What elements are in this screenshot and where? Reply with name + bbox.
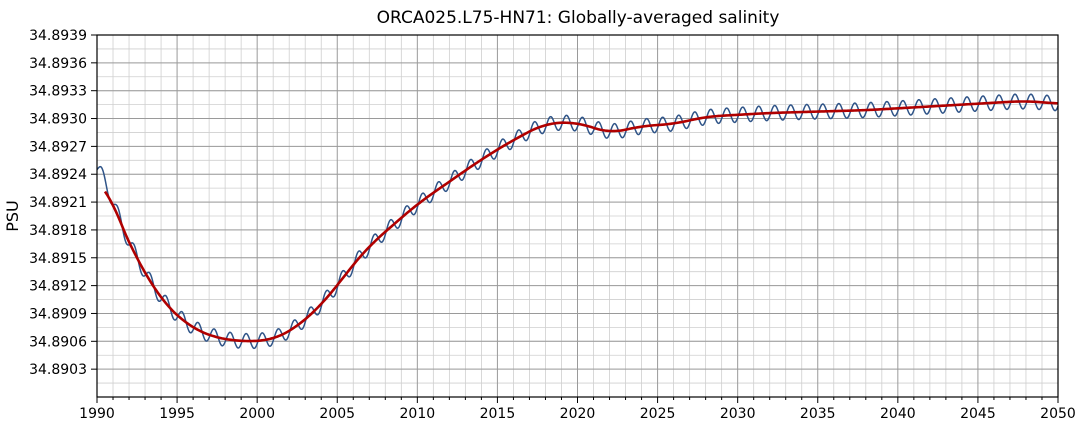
- y-tick-label: 34.8921: [29, 195, 87, 211]
- x-tick-label: 2035: [800, 406, 836, 422]
- y-axis-label: PSU: [3, 200, 22, 232]
- x-tick-label: 2045: [960, 406, 996, 422]
- y-tick-label: 34.8906: [29, 334, 87, 350]
- x-tick-label: 2020: [560, 406, 596, 422]
- series-group: [96, 93, 1059, 350]
- x-tick-label: 2015: [480, 406, 516, 422]
- y-tick-label: 34.8915: [29, 251, 87, 267]
- x-tick-label: 2040: [880, 406, 916, 422]
- x-tick-label: 2000: [239, 406, 275, 422]
- x-tick-label: 1990: [79, 406, 115, 422]
- x-tick-label: 2050: [1040, 406, 1076, 422]
- x-tick-label: 2030: [720, 406, 756, 422]
- x-tick-label: 2005: [319, 406, 355, 422]
- y-tick-label: 34.8924: [29, 167, 87, 183]
- x-tick-label: 1995: [159, 406, 195, 422]
- y-tick-label: 34.8909: [29, 306, 87, 322]
- y-tick-label: 34.8918: [29, 223, 87, 239]
- y-tick-label: 34.8933: [29, 84, 87, 100]
- chart-title: ORCA025.L75-HN71: Globally-averaged sali…: [377, 8, 780, 28]
- y-tick-label: 34.8930: [29, 112, 87, 128]
- x-tick-label: 2025: [640, 406, 676, 422]
- monthly-salinity-line: [96, 93, 1059, 350]
- y-tick-label: 34.8936: [29, 56, 87, 72]
- x-tick-label: 2010: [400, 406, 436, 422]
- y-tick-label: 34.8939: [29, 28, 87, 44]
- y-tick-label: 34.8927: [29, 139, 87, 155]
- y-tick-label: 34.8903: [29, 362, 87, 378]
- smoothed-salinity-line: [103, 100, 1059, 343]
- y-tick-label: 34.8912: [29, 279, 87, 295]
- ticks: 1990 1995 2000 2005 2010 2015 2020 2025 2030 2035…: [29, 28, 1076, 422]
